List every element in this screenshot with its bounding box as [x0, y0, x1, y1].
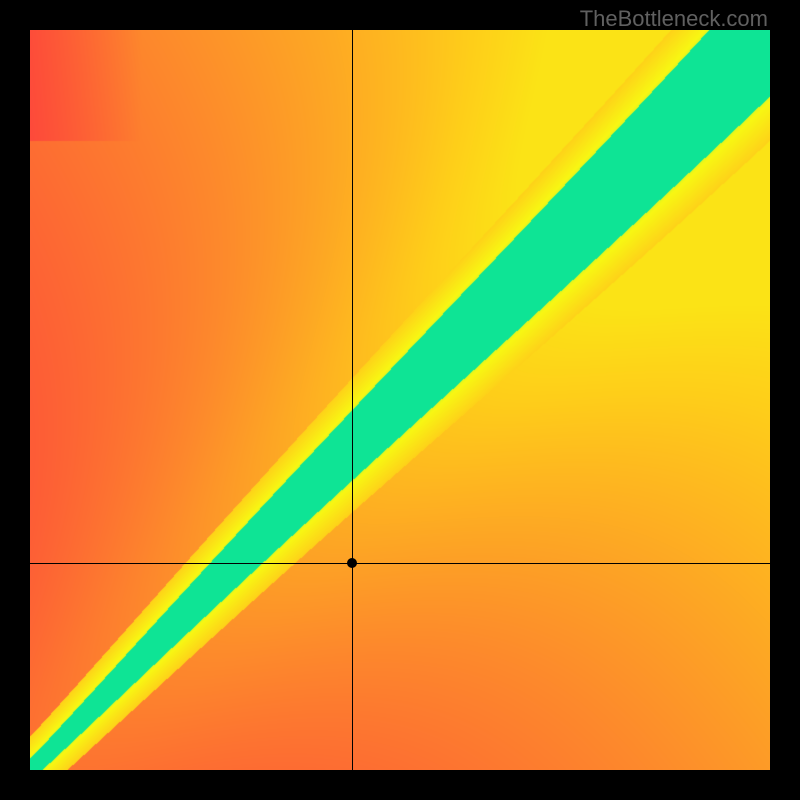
marker-dot: [347, 558, 357, 568]
chart-container: TheBottleneck.com: [0, 0, 800, 800]
watermark-text: TheBottleneck.com: [580, 6, 768, 32]
heatmap-canvas: [30, 30, 770, 770]
crosshair-vertical: [352, 30, 353, 770]
plot-area: [30, 30, 770, 770]
crosshair-horizontal: [30, 563, 770, 564]
